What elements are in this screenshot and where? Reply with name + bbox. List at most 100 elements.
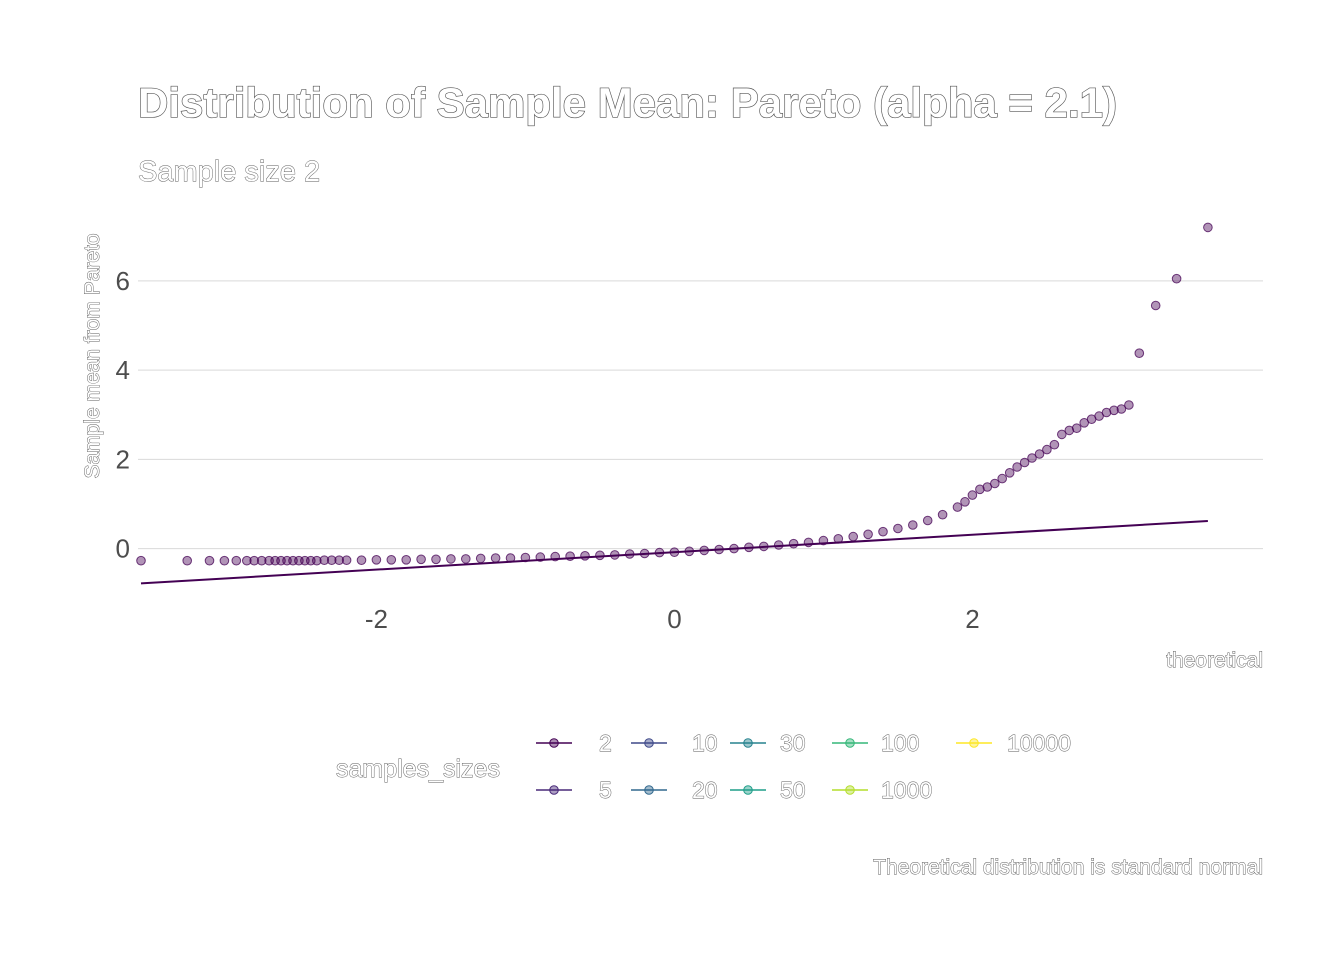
data-point xyxy=(416,554,426,565)
data-point xyxy=(990,478,1000,489)
legend-key-point xyxy=(549,785,559,795)
data-point xyxy=(1034,449,1045,459)
data-point xyxy=(1116,404,1127,414)
legend-label: 20 xyxy=(692,777,718,803)
data-point xyxy=(1004,468,1015,478)
data-point xyxy=(803,537,814,548)
data-point xyxy=(461,554,471,564)
data-point xyxy=(967,490,978,500)
data-point xyxy=(565,551,575,562)
data-point xyxy=(1134,348,1145,359)
data-point xyxy=(1064,425,1075,436)
y-tick-label: 0 xyxy=(116,534,130,564)
data-point xyxy=(386,555,397,565)
legend-item: 100 xyxy=(832,730,920,756)
legend-item: 30 xyxy=(730,730,806,756)
data-point xyxy=(1042,444,1052,455)
data-point xyxy=(356,555,367,566)
data-point xyxy=(818,535,829,546)
data-point xyxy=(505,553,516,563)
legend-item: 2 xyxy=(536,730,612,756)
data-point xyxy=(249,555,259,566)
legend-label: 100 xyxy=(881,730,919,756)
data-point xyxy=(1203,222,1213,233)
data-point xyxy=(773,540,784,550)
chart-title: Distribution of Sample Mean: Pareto (alp… xyxy=(138,79,1117,126)
data-point xyxy=(1101,407,1112,418)
legend-label: 10 xyxy=(692,730,718,756)
legend-key-point xyxy=(549,738,559,748)
legend: 2 5 10 20 30 50 100 1000 10000 xyxy=(536,730,1071,803)
legend-label: 50 xyxy=(780,777,806,803)
data-point xyxy=(714,544,724,555)
data-point xyxy=(893,523,903,534)
data-point xyxy=(639,548,650,559)
x-axis-label: theoretical xyxy=(1166,649,1263,672)
points-layer xyxy=(136,222,1213,566)
data-point xyxy=(319,555,330,566)
y-tick-label: 2 xyxy=(116,444,130,474)
data-point xyxy=(401,555,412,565)
data-point xyxy=(952,502,963,512)
data-point xyxy=(312,555,322,566)
data-point xyxy=(341,555,352,566)
data-point xyxy=(371,555,382,565)
legend-key-point xyxy=(644,785,654,795)
legend-label: 30 xyxy=(780,730,806,756)
y-tick-labels: 0 2 4 6 xyxy=(116,266,130,564)
legend-key-point xyxy=(845,785,855,795)
data-point xyxy=(699,545,710,556)
data-point xyxy=(1019,457,1030,468)
data-point xyxy=(1049,439,1060,450)
data-point xyxy=(334,555,345,566)
data-point xyxy=(475,553,486,564)
legend-label: 1000 xyxy=(881,777,932,803)
legend-item: 50 xyxy=(730,777,806,803)
legend-label: 5 xyxy=(599,777,612,803)
data-point xyxy=(997,473,1008,484)
reference-line-layer xyxy=(140,519,1208,585)
data-point xyxy=(922,515,933,526)
data-point xyxy=(669,547,680,558)
data-point xyxy=(937,509,948,520)
data-point xyxy=(788,538,799,549)
data-point xyxy=(204,555,215,566)
data-point xyxy=(975,484,985,495)
data-point xyxy=(219,555,230,566)
x-tick-label: 2 xyxy=(965,604,979,634)
legend-label: 2 xyxy=(599,730,612,756)
data-point xyxy=(1171,273,1182,284)
data-point xyxy=(684,546,695,557)
data-point xyxy=(960,497,970,507)
legend-key-point xyxy=(743,738,753,748)
y-tick-label: 6 xyxy=(116,266,130,296)
y-tick-label: 4 xyxy=(116,355,130,385)
chart-caption: Theoretical distribution is standard nor… xyxy=(873,856,1263,879)
data-point xyxy=(1150,300,1161,311)
data-point xyxy=(136,555,146,566)
data-point xyxy=(1109,405,1119,416)
legend-key-point xyxy=(644,738,654,748)
legend-key-point xyxy=(969,738,979,748)
legend-key-point xyxy=(845,738,855,748)
legend-item: 1000 xyxy=(832,777,933,803)
data-point xyxy=(1057,429,1067,440)
legend-item: 10 xyxy=(631,730,718,756)
reference-line xyxy=(140,519,1208,585)
data-point xyxy=(908,520,918,530)
data-point xyxy=(759,541,769,552)
data-point xyxy=(654,547,665,558)
data-point xyxy=(182,555,192,566)
data-point xyxy=(1027,453,1037,463)
data-point xyxy=(520,552,531,563)
data-point xyxy=(256,555,267,566)
data-point xyxy=(744,542,754,553)
data-point xyxy=(580,551,590,561)
data-point xyxy=(446,554,456,564)
data-point xyxy=(231,555,242,566)
data-point xyxy=(550,551,561,562)
legend-label: 10000 xyxy=(1007,730,1071,756)
legend-item: 5 xyxy=(536,777,612,803)
data-point xyxy=(863,529,873,540)
